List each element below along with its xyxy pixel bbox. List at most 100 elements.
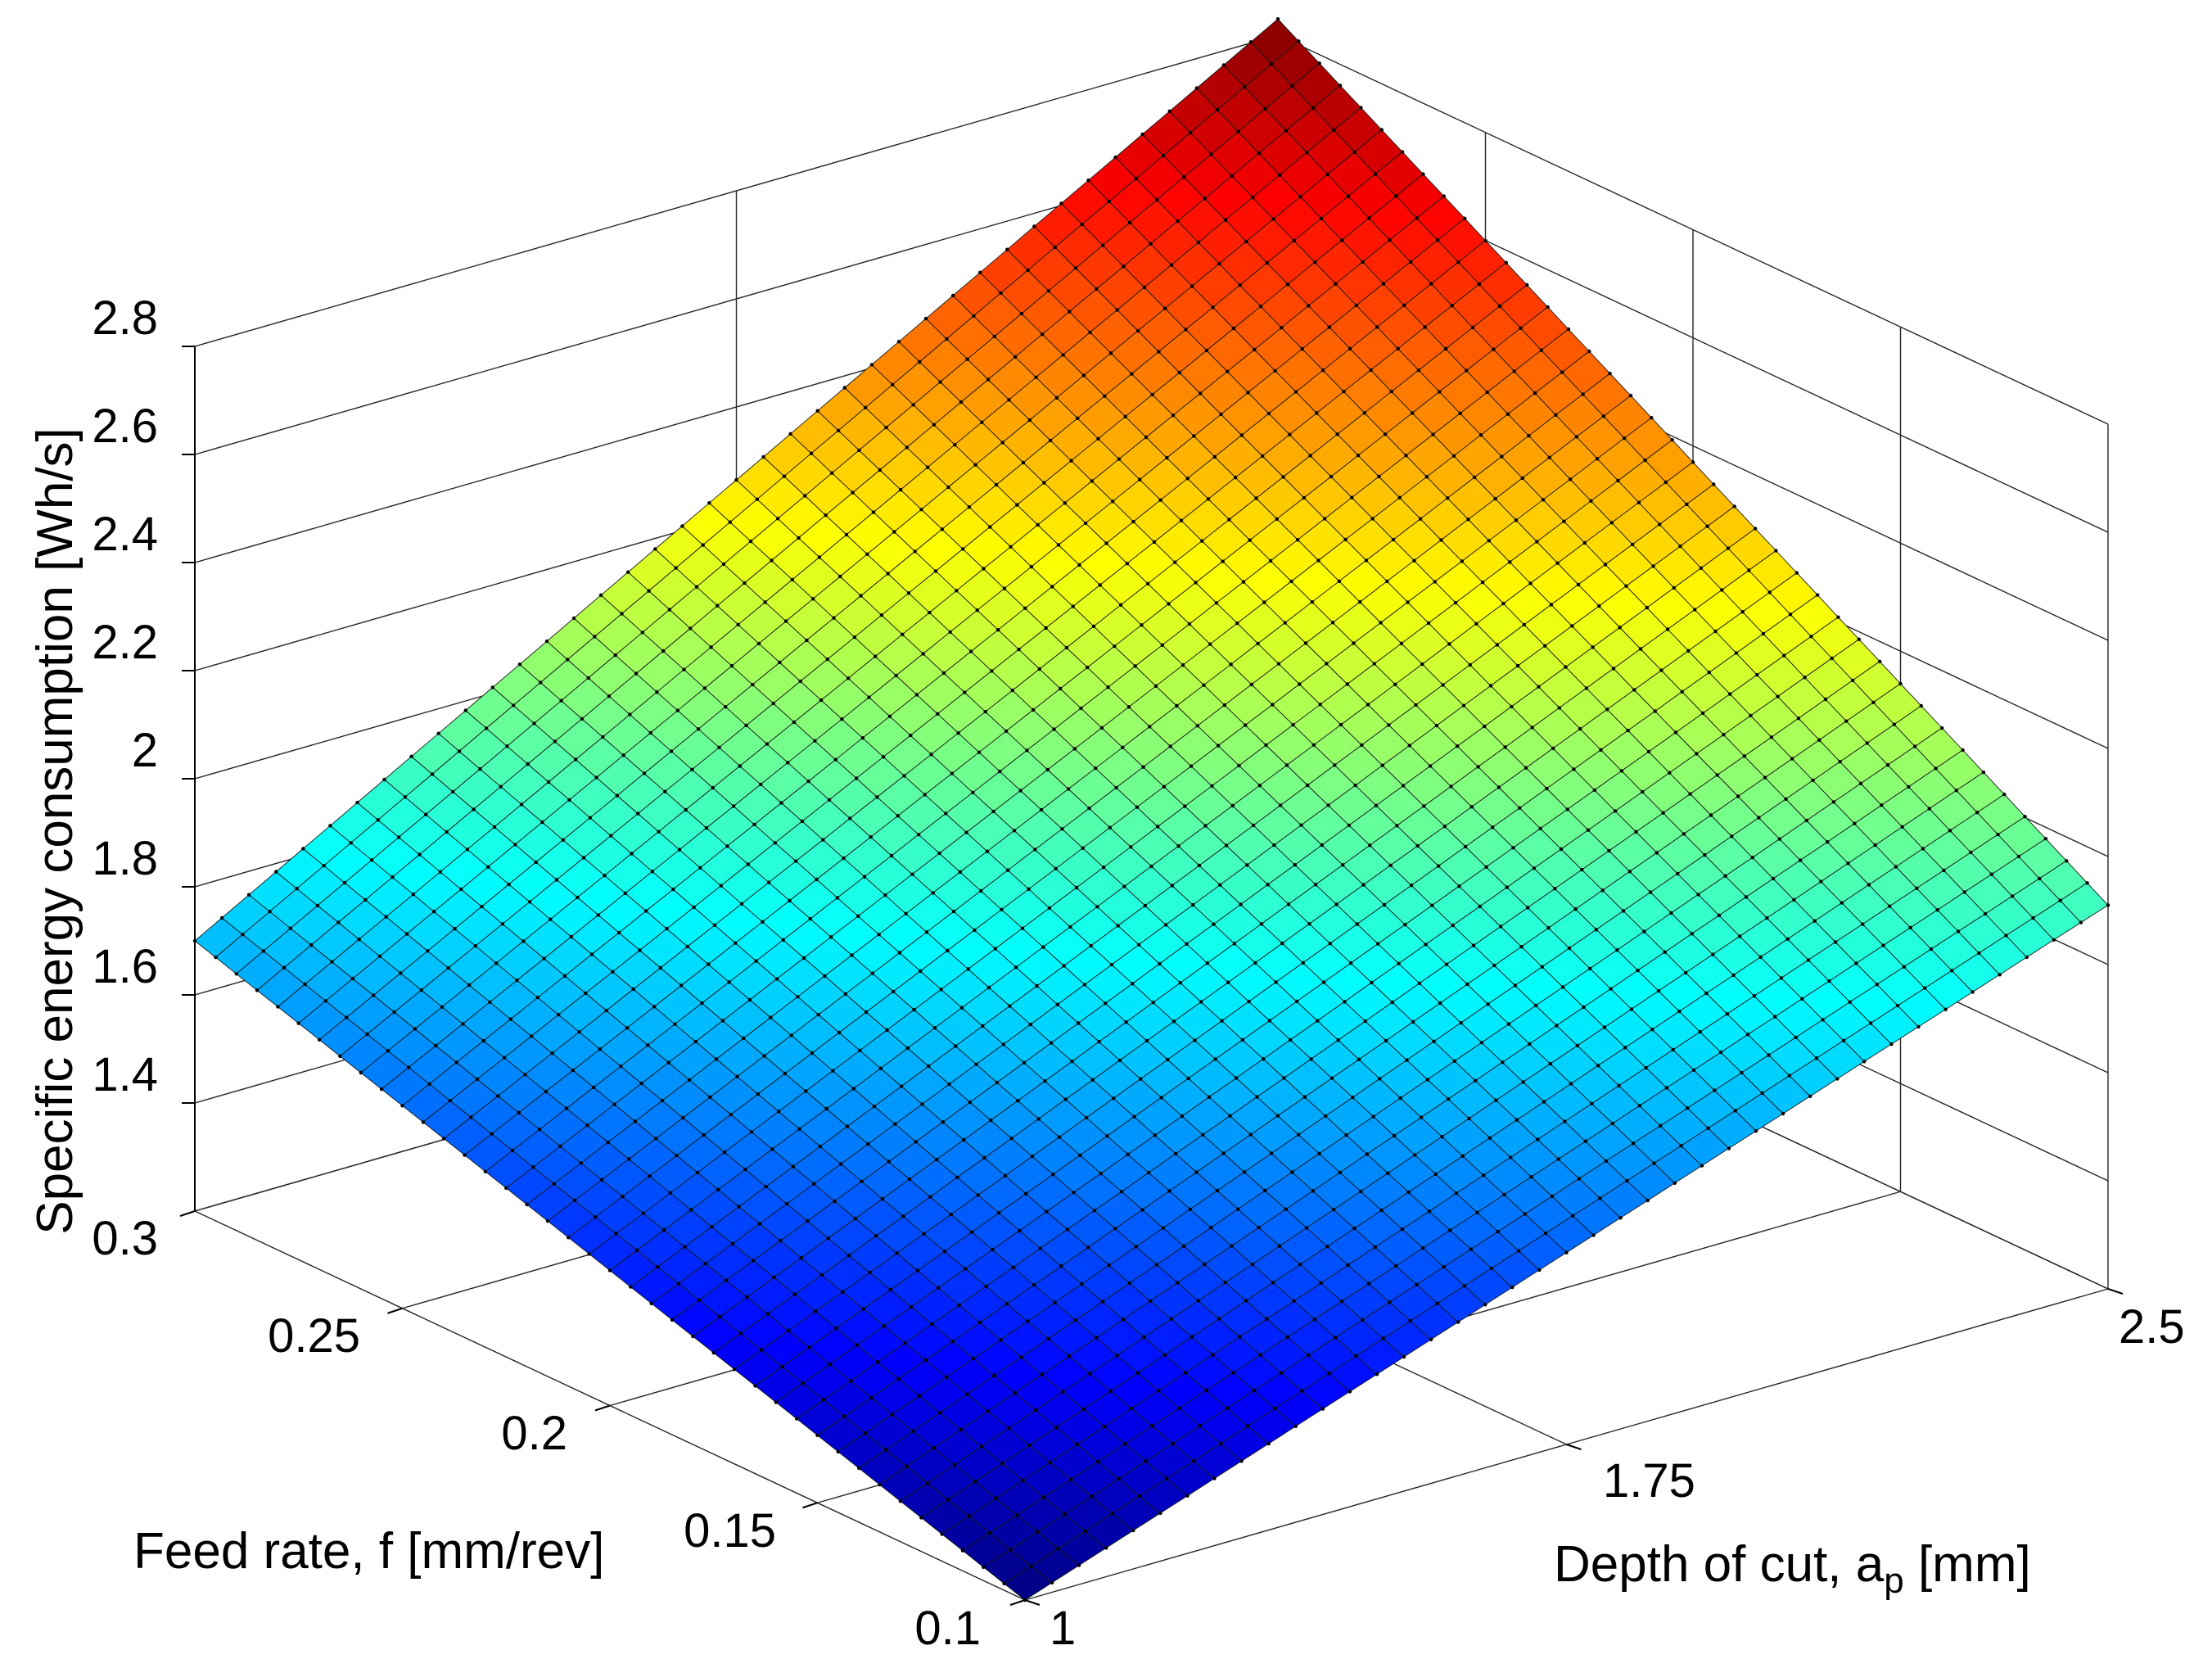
surface-vertex (1659, 1123, 1663, 1128)
surface-vertex (1292, 1299, 1296, 1303)
surface-vertex (625, 1026, 630, 1030)
surface-vertex (1132, 1114, 1136, 1119)
surface-vertex (1375, 325, 1379, 329)
surface-vertex (941, 1120, 946, 1124)
surface-vertex (1381, 282, 1386, 286)
surface-vertex (878, 1482, 882, 1487)
surface-vertex (1744, 895, 1749, 899)
surface-vertex (336, 920, 341, 924)
surface-vertex (1072, 747, 1077, 751)
surface-vertex (1025, 748, 1029, 753)
surface-vertex (1732, 504, 1736, 509)
surface-vertex (695, 1170, 700, 1175)
surface-vertex (1637, 1104, 1642, 1108)
surface-vertex (954, 1044, 958, 1048)
surface-vertex (1736, 794, 1740, 798)
surface-vertex (747, 997, 752, 1002)
surface-vertex (1088, 1372, 1092, 1376)
surface-vertex (1632, 688, 1636, 692)
surface-vertex (1621, 909, 1626, 913)
surface-vertex (677, 848, 682, 852)
surface-vertex (512, 703, 516, 707)
surface-vertex (1573, 907, 1578, 911)
surface-vertex (1333, 763, 1337, 767)
surface-vertex (1007, 398, 1011, 402)
surface-vertex (1054, 866, 1058, 871)
surface-vertex (1044, 626, 1048, 631)
surface-vertex (737, 1205, 741, 1209)
surface-vertex (1556, 1157, 1560, 1161)
surface-vertex (1520, 476, 1524, 481)
surface-vertex (647, 589, 651, 593)
surface-vertex (1034, 375, 1038, 379)
surface-vertex (1246, 391, 1250, 395)
surface-vertex (1956, 929, 1961, 933)
surface-vertex (2058, 898, 2062, 902)
surface-vertex (1266, 1441, 1271, 1446)
surface-vertex (1099, 726, 1104, 730)
surface-vertex (1521, 1080, 1525, 1084)
surface-vertex (735, 1074, 739, 1078)
surface-vertex (1056, 1546, 1061, 1551)
surface-vertex (744, 723, 748, 728)
surface-vertex (1037, 667, 1042, 671)
surface-vertex (668, 1191, 673, 1196)
surface-vertex (1492, 347, 1496, 351)
surface-vertex (923, 316, 928, 321)
surface-vertex (1155, 197, 1159, 202)
surface-vertex (840, 717, 844, 721)
surface-vertex (756, 1092, 760, 1096)
surface-vertex (1803, 676, 1807, 680)
surface-vertex (661, 1227, 666, 1232)
surface-vertex (1050, 585, 1054, 589)
surface-vertex (431, 910, 436, 914)
surface-vertex (1278, 173, 1282, 177)
surface-vertex (1833, 940, 1838, 944)
surface-vertex (1177, 370, 1182, 375)
surface-vertex (510, 1148, 515, 1153)
surface-vertex (1048, 1460, 1053, 1465)
surface-vertex (1463, 844, 1468, 849)
surface-vertex (1340, 238, 1344, 242)
surface-vertex (1203, 824, 1208, 828)
surface-vertex (1097, 1040, 1101, 1044)
surface-vertex (1293, 863, 1298, 867)
surface-vertex (1191, 902, 1195, 907)
surface-vertex (675, 1153, 679, 1158)
surface-vertex (759, 782, 763, 787)
y-axis-label-main: Depth of cut, a (1554, 1536, 1885, 1593)
surface-vertex (1835, 1077, 1840, 1081)
surface-vertex (562, 974, 567, 979)
surface-vertex (897, 951, 902, 955)
surface-vertex (2065, 859, 2069, 863)
surface-vertex (1465, 368, 1469, 373)
surface-vertex (746, 862, 750, 866)
surface-vertex (993, 947, 998, 951)
surface-vertex (1545, 786, 1549, 791)
surface-vertex (1541, 498, 1546, 502)
surface-vertex (1121, 745, 1125, 749)
surface-vertex (1209, 152, 1213, 156)
surface-vertex (979, 888, 983, 893)
surface-vertex (1421, 172, 1425, 176)
surface-vertex (932, 1026, 937, 1030)
surface-vertex (1073, 266, 1078, 270)
surface-vertex (1700, 1164, 1704, 1168)
surface-vertex (1347, 823, 1352, 828)
surface-vertex (835, 896, 840, 900)
surface-vertex (786, 761, 790, 765)
surface-vertex (899, 1084, 904, 1088)
surface-vertex (1231, 1371, 1235, 1375)
surface-vertex (1221, 63, 1226, 67)
surface-vertex (1103, 394, 1107, 398)
surface-vertex (1226, 369, 1230, 373)
surface-vertex (1178, 981, 1183, 985)
y-axis-label: Depth of cut, ap [mm] (1554, 1536, 2031, 1601)
surface-vertex (1758, 955, 1763, 960)
surface-vertex (1152, 540, 1157, 545)
surface-vertex (1247, 999, 1251, 1004)
surface-vertex (1671, 1047, 1675, 1052)
surface-vertex (1007, 1426, 1011, 1431)
surface-vertex (1013, 965, 1018, 970)
z-tick-label: 1.8 (92, 832, 158, 885)
